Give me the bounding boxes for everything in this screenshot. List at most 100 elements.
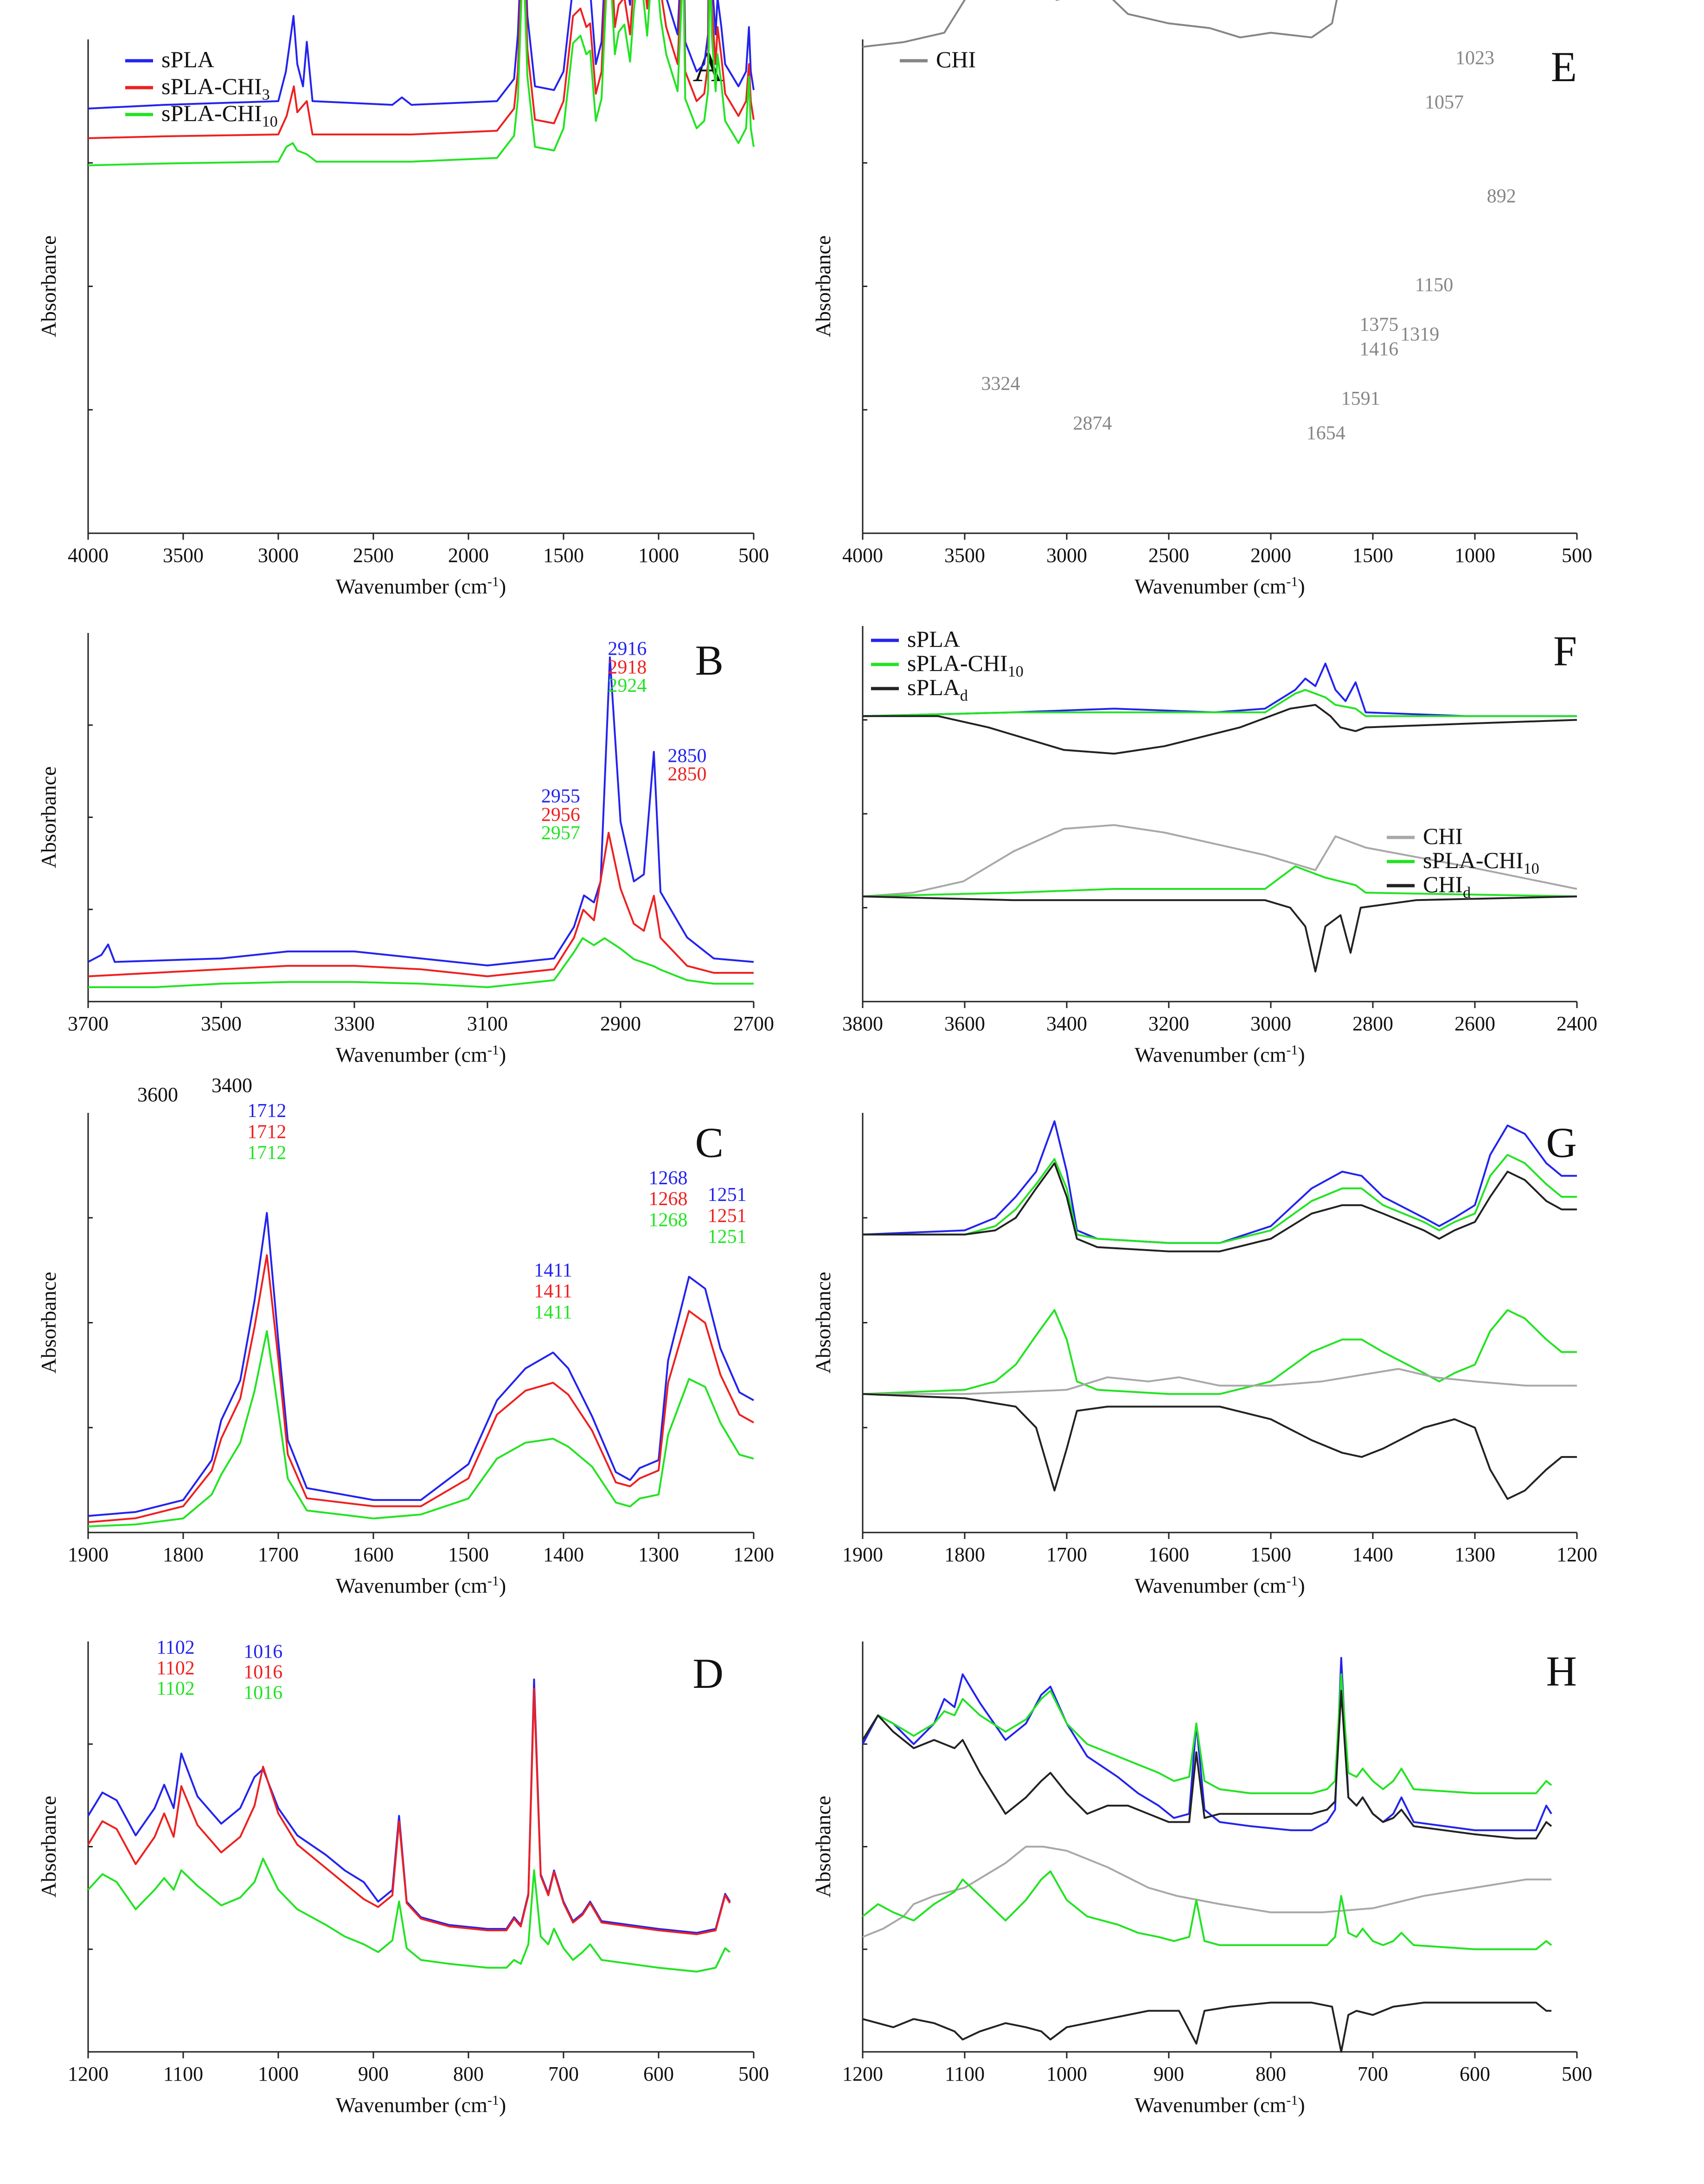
series-line [862,1690,1552,1839]
peak-label: 2874 [1073,413,1112,434]
legend-label: sPLA [907,626,960,652]
peak-label: 1102 [156,1678,194,1699]
legend-label: sPLAd [907,674,968,704]
series-line [863,1162,1577,1252]
x-tick-label: 1900 [842,1543,883,1566]
x-tick-label: 4000 [68,544,109,567]
x-tick-label: 800 [1256,2063,1286,2085]
series-line [862,689,1577,717]
panel-h: 1200 1100 1000 900 800 700 600 500 Wavenumber (c… [811,1641,1592,2117]
peak-label: 2955 [541,786,580,807]
legend-label: sPLA-CHI10 [161,100,278,130]
legend-label: CHId [1423,871,1471,901]
peak-label: 2918 [608,657,647,678]
x-tick-label: 2600 [1454,1012,1495,1035]
x-tick-label: 3700 [68,1012,109,1035]
x-tick-label: 1600 [353,1543,394,1566]
series-line [862,1846,1551,1938]
series-line [863,1154,1577,1244]
x-axis-label: Wavenumber (cm-1) [336,1573,506,1597]
x-tick-label: 2000 [448,544,489,567]
x-tick-label: 1700 [1046,1543,1087,1566]
x-tick-label: 3600 [944,1012,985,1035]
x-tick-label: 1500 [1250,1543,1291,1566]
panel-c: 1900 1800 1700 1600 1500 1400 1300 1200 Wavenumb… [37,1100,774,1597]
x-tick-label: 3500 [201,1012,242,1035]
x-tick-label: 1000 [1454,544,1495,567]
series-line [87,1678,731,1934]
series-line [863,704,1577,755]
x-tick-label: 3000 [1046,544,1087,567]
series-line [862,824,1577,898]
series-line [862,895,1577,973]
series-line [862,1120,1577,1244]
peak-label: 1268 [649,1168,688,1189]
series-line [862,865,1577,898]
y-axis-label: Absorbance [37,1796,60,1898]
x-axis-label: Wavenumber (cm-1) [1134,2093,1305,2117]
peak-label: 2916 [608,639,647,660]
series-line [862,1870,1552,1950]
peak-label: 1016 [243,1682,282,1704]
panel-g: 1900 1800 1700 1600 1500 1400 1300 1200 Wavenumb… [811,1113,1597,1597]
x-tick-label: 2900 [600,1012,641,1035]
x-tick-label: 2500 [353,544,394,567]
peak-label: 2924 [608,675,647,696]
x-tick-label: 800 [453,2063,484,2085]
x-tick-label: 700 [548,2063,579,2085]
series-line [88,656,754,967]
x-tick-label: 1000 [1046,2063,1087,2085]
x-tick-label: 1200 [1557,1543,1597,1566]
series-line [88,0,755,110]
x-tick-label: 1000 [258,2063,299,2085]
peak-label: 2957 [541,823,580,844]
x-tick-label: 2800 [1352,1012,1393,1035]
x-axis-label: Wavenumber (cm-1) [336,574,506,598]
peak-label: 1411 [534,1260,572,1281]
series-line [88,831,754,977]
y-axis-label: Absorbance [811,1272,835,1374]
peak-label: 1251 [708,1184,747,1206]
peak-label: 1319 [1400,324,1439,345]
peak-label: 1375 [1359,314,1398,335]
y-axis-label: Absorbance [811,1796,835,1898]
peak-label: 1411 [534,1281,572,1302]
peak-label: 1268 [649,1209,688,1231]
y-axis-label: Absorbance [37,1272,60,1374]
series-line [87,1858,731,1973]
peak-label: 1102 [156,1637,194,1659]
stray-tick-label: 3600 [137,1083,178,1106]
x-tick-label: 1100 [945,2063,985,2085]
panel-label: H [1546,1648,1577,1695]
x-axis-label: Wavenumber (cm-1) [1134,1042,1305,1066]
x-tick-label: 1400 [543,1543,584,1566]
x-tick-label: 1200 [733,1543,774,1566]
x-tick-label: 1000 [638,544,679,567]
x-tick-label: 500 [1562,544,1592,567]
x-tick-label: 3200 [1148,1012,1189,1035]
y-axis-label: Absorbance [37,236,60,338]
peak-label: 1016 [243,1641,282,1662]
peak-label: 1712 [247,1143,286,1164]
x-tick-label: 1800 [163,1543,204,1566]
peak-label: 1712 [247,1121,286,1143]
x-tick-label: 4000 [842,544,883,567]
x-tick-label: 500 [738,2063,769,2085]
peak-label: 2850 [668,764,707,785]
x-axis-label: Wavenumber (cm-1) [1134,574,1305,598]
panel-a: 4000 3500 3000 2500 2000 1500 1000 500 Wavenumbe… [37,0,769,598]
peak-label: 1016 [243,1662,282,1683]
x-tick-label: 3800 [842,1012,883,1035]
x-tick-label: 3500 [944,544,985,567]
stray-tick-label: 3400 [211,1074,252,1097]
x-axis-label: Wavenumber (cm-1) [336,1042,506,1066]
legend-label: sPLA [161,46,214,72]
panel-label: C [695,1119,724,1166]
x-tick-label: 3000 [258,544,299,567]
series-line [88,937,754,988]
x-axis-label: Wavenumber (cm-1) [336,2093,506,2117]
panel-label: E [1551,43,1577,90]
x-tick-label: 500 [1562,2063,1592,2085]
panel-label: F [1553,627,1577,675]
